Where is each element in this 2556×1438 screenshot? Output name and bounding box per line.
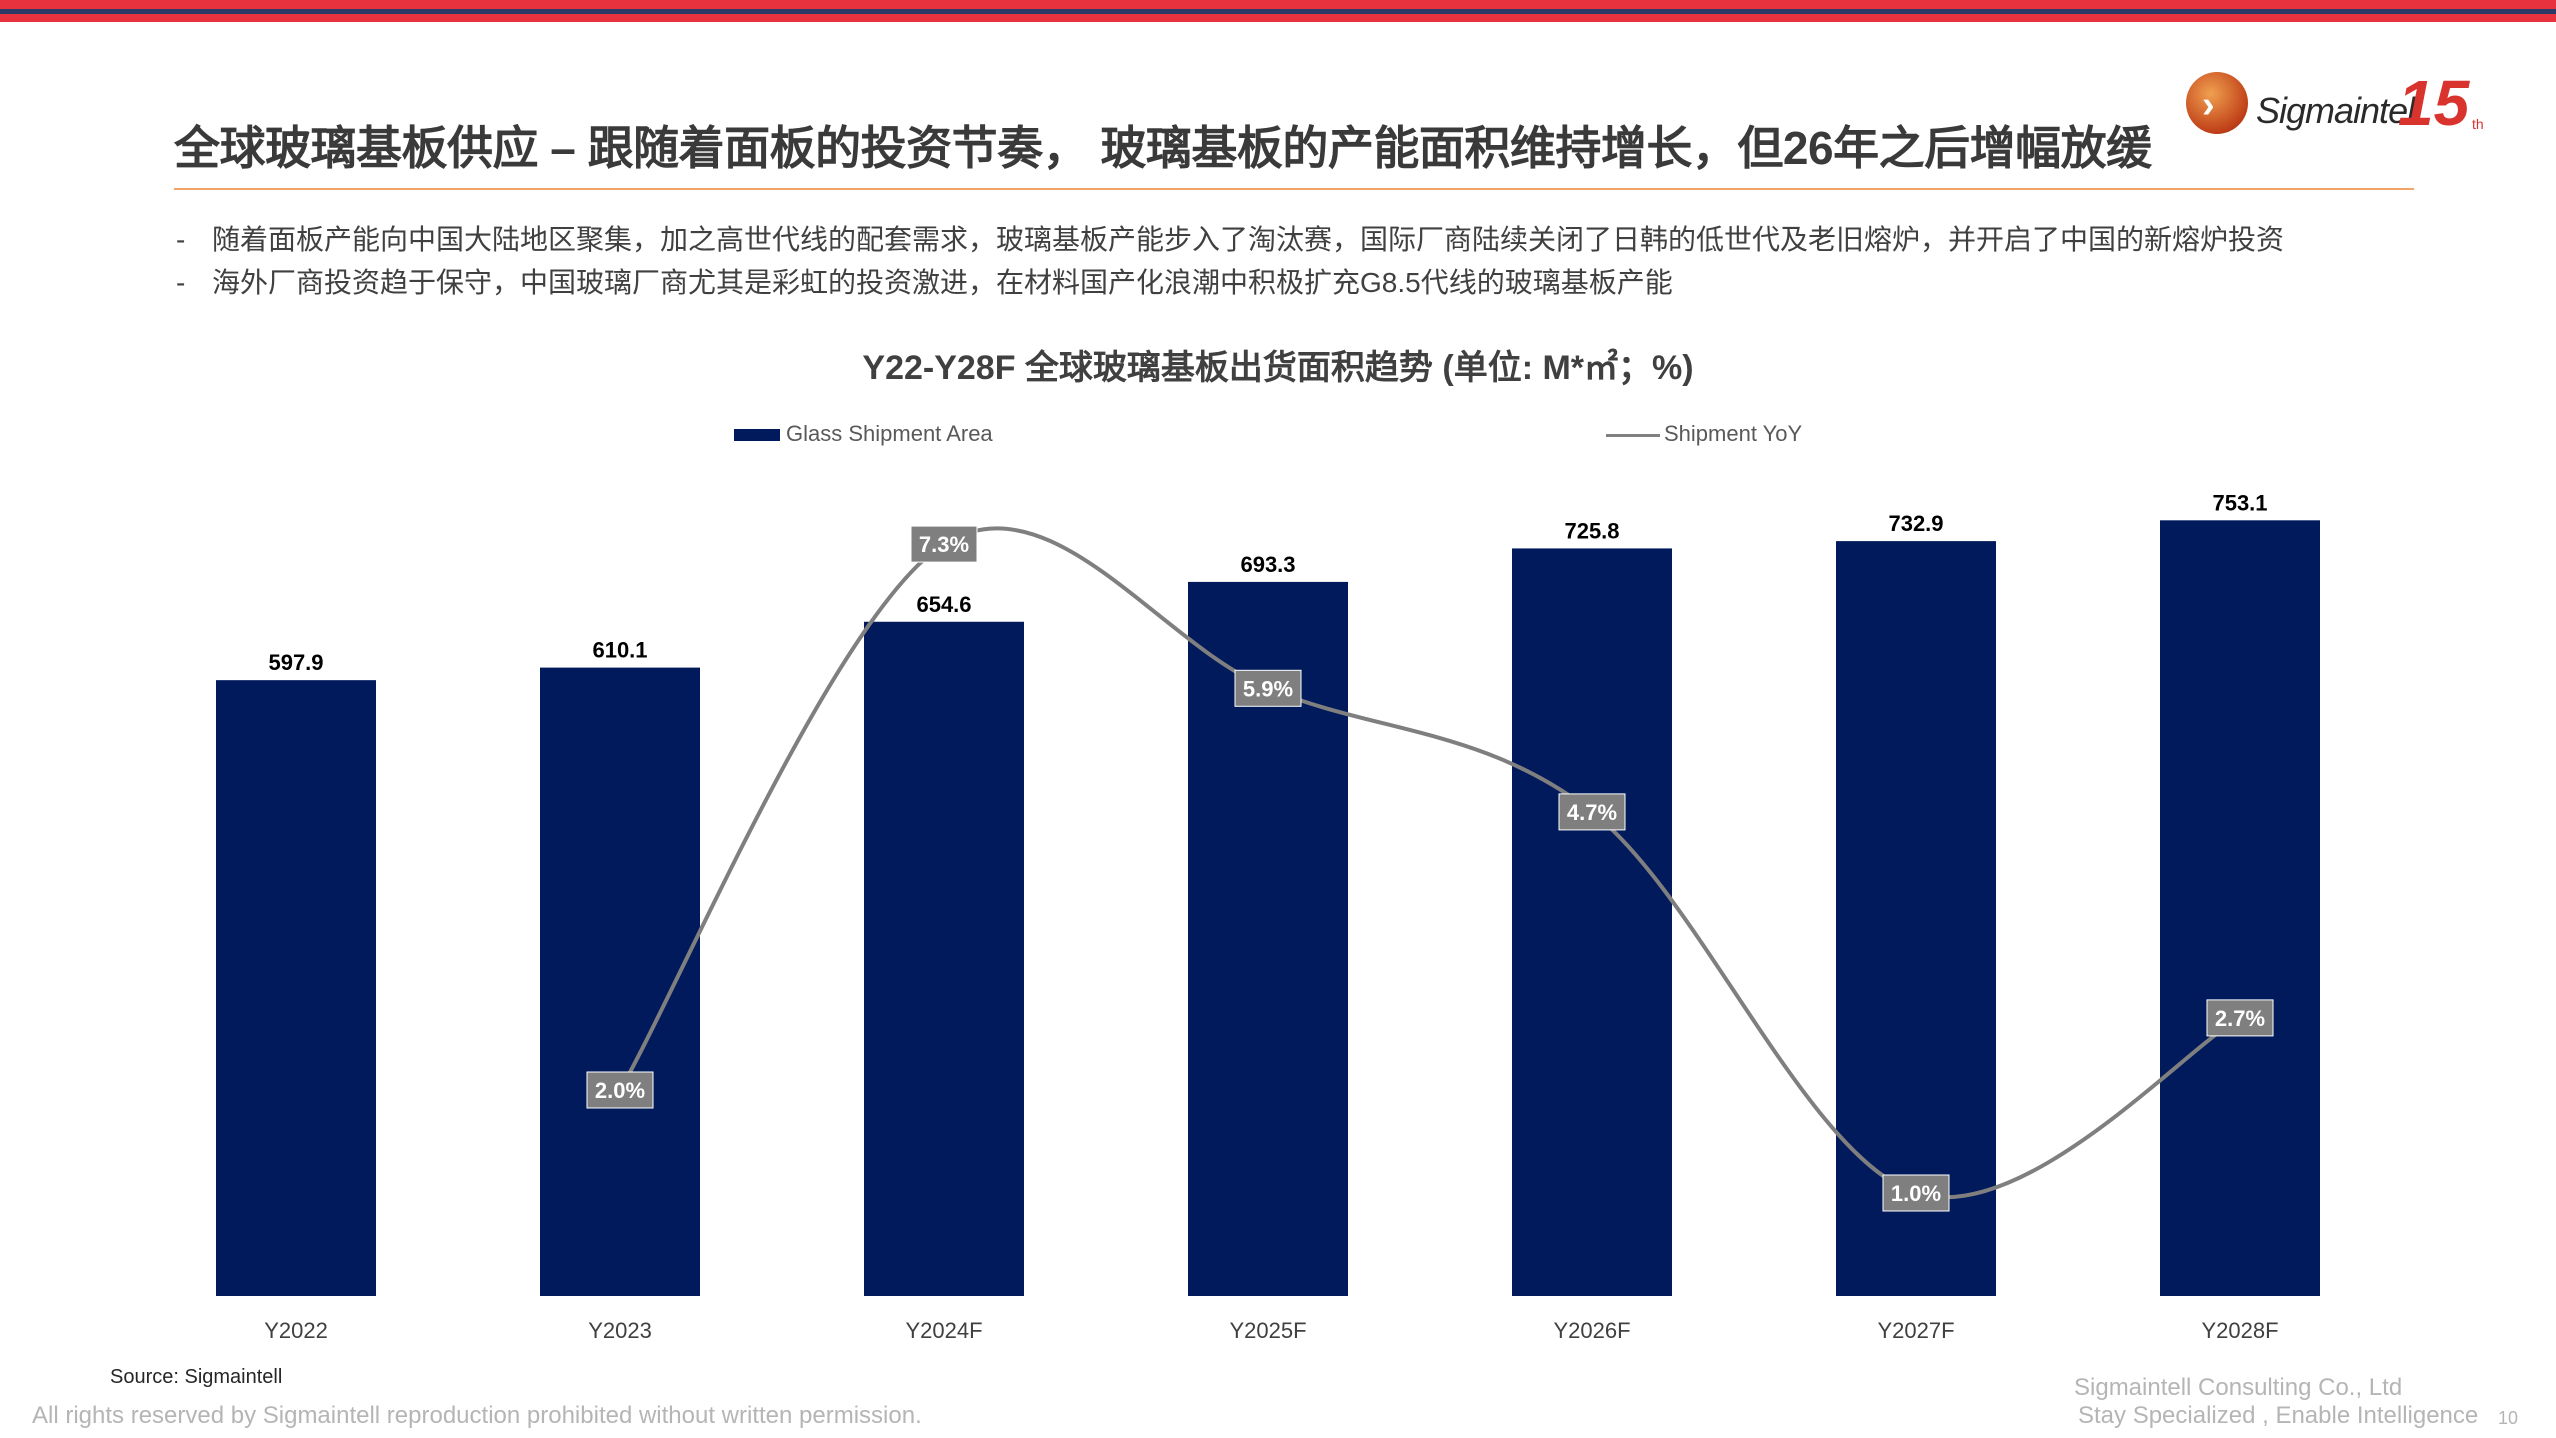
legend-line-label: Shipment YoY — [1664, 421, 1803, 446]
x-tick-label: Y2024F — [905, 1318, 982, 1343]
legend-bar-label: Glass Shipment Area — [786, 421, 993, 446]
bar-value-label: 753.1 — [2212, 490, 2267, 515]
brand-logo: › Sigmaintell 15 th — [2186, 66, 2496, 146]
page-title: 全球玻璃基板供应 – 跟随着面板的投资节奏， 玻璃基板的产能面积维持增长，但26… — [174, 122, 2152, 174]
legend-bar-swatch — [734, 429, 780, 442]
source-note: Source: Sigmaintell — [110, 1366, 283, 1388]
bullet-list: - 随着面板产能向中国大陆地区聚集，加之高世代线的配套需求，玻璃基板产能步入了淘… — [176, 218, 2284, 304]
bar — [1836, 541, 1996, 1296]
legend-item-line: Shipment YoY — [1606, 418, 1802, 450]
top-accent-bar — [0, 0, 2556, 22]
legend-line-swatch — [1606, 433, 1660, 437]
yoy-data-label: 7.3% — [919, 532, 969, 557]
bullet-dash: - — [176, 224, 186, 255]
yoy-data-label: 2.7% — [2215, 1006, 2265, 1031]
yoy-label-box — [2206, 999, 2274, 1037]
bar-value-label: 597.9 — [268, 650, 323, 675]
x-tick-label: Y2022 — [264, 1318, 328, 1343]
bullet-dash: - — [176, 267, 186, 298]
bar — [216, 680, 376, 1296]
legend-item-bar: Glass Shipment Area — [734, 418, 993, 450]
yoy-label-box — [1558, 793, 1626, 831]
logo-anniversary-suffix: th — [2472, 116, 2484, 132]
bar-value-label: 654.6 — [916, 592, 971, 617]
yoy-data-label: 1.0% — [1891, 1181, 1941, 1206]
yoy-label-box — [1234, 669, 1302, 707]
logo-mark-icon: › — [2186, 72, 2248, 134]
bar — [1512, 548, 1672, 1296]
bar — [864, 621, 1024, 1296]
yoy-data-label: 2.0% — [595, 1078, 645, 1103]
x-tick-label: Y2023 — [588, 1318, 652, 1343]
bar — [2160, 520, 2320, 1296]
bar-value-label: 610.1 — [592, 638, 647, 663]
bar-value-label: 693.3 — [1240, 552, 1295, 577]
bar-value-label: 732.9 — [1888, 511, 1943, 536]
bullet-item: - 随着面板产能向中国大陆地区聚集，加之高世代线的配套需求，玻璃基板产能步入了淘… — [176, 218, 2284, 261]
yoy-label-box — [586, 1071, 654, 1109]
yoy-label-box — [1882, 1174, 1950, 1212]
bullet-text: 海外厂商投资趋于保守，中国玻璃厂商尤其是彩虹的投资激进，在材料国产化浪潮中积极扩… — [212, 267, 1673, 298]
yoy-data-label: 5.9% — [1243, 676, 1293, 701]
company-name: Sigmaintell Consulting Co., Ltd — [2074, 1374, 2403, 1401]
logo-anniversary: 15 — [2398, 67, 2470, 139]
x-tick-label: Y2025F — [1229, 1318, 1306, 1343]
chart-title: Y22-Y28F 全球玻璃基板出货面积趋势 (单位: M*㎡；%) — [862, 349, 1694, 387]
logo-brand-text: Sigmaintell — [2256, 90, 2422, 131]
x-tick-label: Y2026F — [1553, 1318, 1630, 1343]
yoy-label-box — [910, 525, 978, 563]
bullet-text: 随着面板产能向中国大陆地区聚集，加之高世代线的配套需求，玻璃基板产能步入了淘汰赛… — [212, 224, 2285, 255]
yoy-data-label: 4.7% — [1567, 800, 1617, 825]
page-number: 10 — [2498, 1408, 2519, 1428]
company-tagline: Stay Specialized , Enable Intelligence — [2078, 1402, 2479, 1429]
title-divider — [174, 188, 2414, 190]
bullet-item: - 海外厂商投资趋于保守，中国玻璃厂商尤其是彩虹的投资激进，在材料国产化浪潮中积… — [176, 261, 2284, 304]
rights-notice: All rights reserved by Sigmaintell repro… — [32, 1402, 922, 1429]
x-tick-label: Y2028F — [2201, 1318, 2278, 1343]
bar-value-label: 725.8 — [1564, 518, 1619, 543]
x-tick-label: Y2027F — [1877, 1318, 1954, 1343]
yoy-series-line — [618, 526, 2241, 1200]
